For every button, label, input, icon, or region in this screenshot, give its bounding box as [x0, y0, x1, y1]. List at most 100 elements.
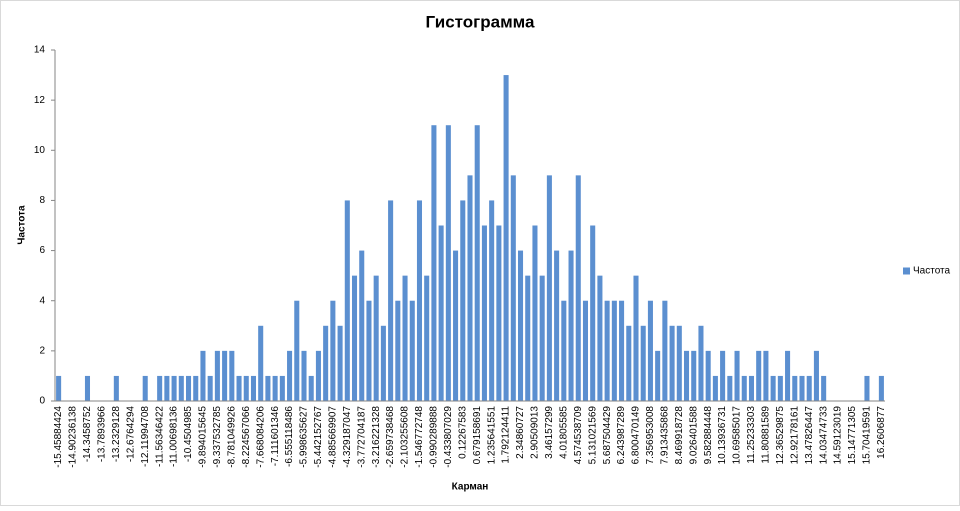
bar: [467, 175, 473, 401]
bar: [431, 125, 437, 401]
x-tick-label: -7.111601346: [270, 406, 281, 467]
bar: [582, 300, 589, 401]
bar: [157, 375, 163, 401]
bar: [409, 300, 415, 401]
bar: [214, 350, 220, 401]
bar: [720, 350, 726, 401]
x-tick-label: 6.243987289: [616, 406, 627, 465]
bar: [575, 175, 581, 401]
bar: [308, 375, 314, 401]
bar: [525, 275, 531, 401]
x-tick-label: 12.36529875: [775, 406, 786, 465]
bar: [785, 350, 791, 401]
bar: [243, 375, 249, 401]
bar: [84, 375, 91, 401]
x-tick-label: 7.913435868: [660, 406, 671, 465]
bar: [734, 350, 740, 401]
bar: [712, 375, 718, 401]
x-tick-label: -4.885669907: [328, 406, 339, 468]
y-tick-label: 4: [39, 295, 45, 306]
x-tick-label: 1.235641551: [486, 406, 497, 465]
x-tick-label: 1.792124411: [501, 406, 512, 464]
x-tick-label: -5.998635627: [299, 406, 310, 468]
bar: [351, 275, 358, 401]
bar: [655, 350, 661, 401]
bar: [142, 375, 148, 401]
bar: [662, 300, 668, 401]
bar: [792, 375, 798, 401]
bar: [806, 375, 812, 401]
bar: [626, 325, 632, 401]
bar: [532, 225, 538, 401]
bar: [604, 300, 610, 401]
bar: [344, 200, 350, 401]
bar: [337, 325, 343, 401]
x-tick-label: -0.433807029: [443, 406, 454, 468]
y-tick-label: 12: [34, 95, 46, 106]
bar: [756, 350, 762, 401]
x-tick-label: 14.59123019: [833, 406, 844, 465]
x-tick-label: -11.56346422: [154, 406, 165, 467]
bar: [568, 250, 574, 401]
y-tick-label: 8: [39, 195, 45, 206]
bar: [315, 350, 321, 401]
bar: [193, 375, 199, 401]
bar: [185, 375, 192, 401]
bar: [373, 275, 379, 401]
bar: [864, 375, 870, 401]
bar: [56, 375, 62, 401]
bar: [416, 200, 423, 401]
x-tick-label: 8.469918728: [674, 406, 685, 465]
x-tick-label: 9.026401588: [688, 406, 699, 465]
x-tick-label: -3.772704187: [356, 406, 367, 468]
bar: [597, 275, 603, 401]
x-tick-label: -13.7893966: [97, 406, 108, 463]
bar: [424, 275, 430, 401]
bar: [640, 325, 646, 401]
x-tick-label: 7.356953008: [645, 406, 656, 465]
y-tick-label: 6: [39, 245, 45, 256]
bar: [539, 275, 545, 401]
x-tick-label: 0.12267583: [457, 406, 468, 459]
bar: [301, 350, 307, 401]
x-tick-label: -12.6764294: [125, 406, 136, 463]
bar: [647, 300, 653, 401]
x-tick-label: 2.34860727: [515, 406, 526, 459]
bar: [496, 225, 502, 401]
x-tick-label: 16.2606877: [876, 406, 887, 459]
x-tick-label: -1.546772748: [414, 406, 425, 468]
bar: [366, 300, 372, 401]
bar: [503, 75, 509, 402]
bar: [554, 250, 560, 401]
x-axis-label: Карман: [452, 482, 489, 493]
x-tick-label: -2.103255608: [400, 406, 411, 468]
bar: [171, 375, 177, 401]
x-tick-label: -15.45884424: [53, 406, 64, 468]
bar: [691, 350, 697, 401]
x-tick-label: 11.25233303: [746, 406, 757, 464]
legend-label: Частота: [913, 266, 951, 277]
bar: [453, 250, 459, 401]
x-tick-label: 10.13936731: [717, 406, 728, 465]
bar: [821, 375, 827, 401]
x-tick-label: -14.3458752: [82, 406, 93, 463]
bar: [113, 375, 119, 401]
x-tick-label: -13.2329128: [111, 406, 122, 463]
chart-title: Гистограмма: [426, 12, 535, 31]
bar: [294, 300, 300, 401]
x-tick-label: -2.659738468: [385, 406, 396, 468]
bar: [633, 275, 639, 401]
x-tick-label: -9.894015645: [198, 406, 209, 468]
x-tick-label: 11.80881589: [761, 406, 772, 464]
x-tick-label: -10.4504985: [183, 406, 194, 463]
bar: [878, 375, 884, 401]
bar: [619, 300, 625, 401]
bar: [777, 375, 783, 401]
bar: [590, 225, 596, 401]
x-tick-label: 5.131021569: [587, 406, 598, 465]
bar: [207, 375, 213, 401]
bar: [474, 125, 480, 401]
bar: [510, 175, 516, 401]
x-tick-label: 4.574538709: [573, 406, 584, 465]
